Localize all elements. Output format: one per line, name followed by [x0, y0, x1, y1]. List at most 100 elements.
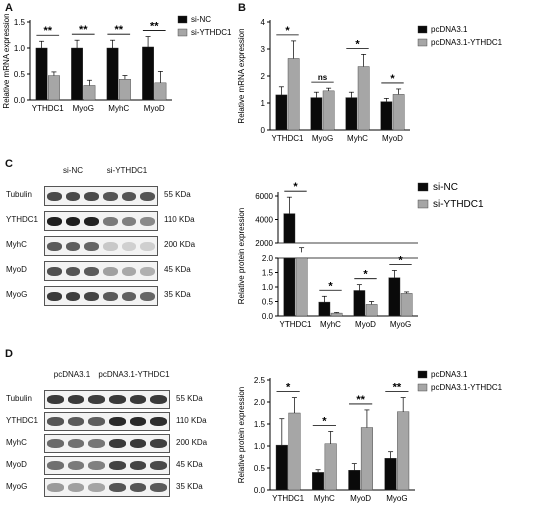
blot-band [109, 461, 126, 470]
chart-d-bar [324, 443, 337, 491]
blot-band [140, 216, 155, 226]
blot-kda-label: 55 KDa [176, 393, 203, 403]
blot-band [103, 266, 118, 276]
blot-band [47, 395, 64, 404]
blot-band [84, 191, 99, 201]
blot-band [47, 266, 62, 276]
chart-c-x-tick-label: MyoG [390, 320, 411, 329]
chart-a-y-axis-label: Relative mRNA expression [2, 13, 11, 108]
blot-band [121, 266, 137, 276]
blot-band [129, 417, 147, 426]
chart-c-sig-label: * [363, 269, 368, 281]
blot-kda-label: 55 KDa [164, 190, 191, 199]
chart-c-legend-swatch [417, 199, 429, 209]
blot-band [150, 461, 167, 470]
chart-c-bar-upper [283, 213, 296, 244]
blot-band [140, 241, 155, 251]
blot-strip [44, 456, 170, 475]
chart-a-y-tick-label: 0.0 [14, 96, 26, 105]
chart-d-sig-label: * [286, 382, 291, 394]
blot-band [84, 216, 99, 226]
blot-protein-label: MyoG [6, 481, 28, 491]
blot-protein-label: MyoD [6, 459, 27, 469]
blot-kda-label: 45 KDa [164, 265, 191, 274]
chart-d-y-tick-label: 2.5 [254, 376, 266, 385]
chart-a-sig-label: ** [114, 24, 123, 36]
chart-a-sig-label: ** [150, 21, 159, 33]
chart-d-bar [384, 458, 397, 491]
chart-c-y-tick-label: 2.0 [262, 254, 274, 263]
blot-band [47, 439, 64, 448]
chart-d-bar [288, 412, 301, 491]
blot-kda-label: 200 KDa [164, 240, 196, 249]
chart-d-y-tick-label: 2.0 [254, 398, 266, 407]
blot-band [47, 417, 64, 426]
blot-band [129, 439, 147, 448]
blot-band [84, 291, 99, 301]
chart-b-legend-label: pcDNA3.1-YTHDC1 [431, 38, 503, 47]
blot-band [65, 191, 81, 201]
chart-b-bar [392, 94, 405, 131]
chart-a-bar [71, 47, 83, 101]
blot-band [47, 461, 64, 470]
panel-letter-b: B [238, 2, 246, 14]
chart-b-sig-label: * [355, 38, 360, 50]
blot-protein-label: MyoD [6, 265, 27, 274]
chart-b-sig-label: ns [318, 73, 328, 82]
chart-a-bar [48, 75, 60, 101]
blot-band [140, 291, 155, 301]
chart-a-legend-swatch [177, 15, 188, 24]
chart-c-y-tick-label: 1.0 [262, 283, 274, 292]
chart-b-bar [275, 94, 288, 131]
blot-kda-label: 200 KDa [176, 437, 208, 447]
blot-band [150, 417, 167, 426]
blot-band [109, 417, 126, 426]
blot-strip [44, 236, 158, 256]
blot-band [109, 483, 126, 492]
blot-strip [44, 186, 158, 206]
chart-b-y-tick-label: 3 [261, 45, 266, 54]
chart-b-bar [310, 97, 323, 131]
blot-protein-label: YTHDC1 [6, 415, 39, 425]
chart-a-bar [35, 47, 48, 101]
chart-d-bar [275, 444, 288, 491]
chart-b-legend-swatch [417, 25, 428, 34]
blot-band [140, 266, 155, 276]
chart-c-y-tick-label: 6000 [255, 192, 273, 201]
blot-band [121, 291, 137, 301]
chart-b-legend-swatch [417, 38, 428, 47]
chart-d-legend-swatch [417, 370, 428, 379]
chart-d-legend-label: pcDNA3.1-YTHDC1 [431, 383, 503, 392]
blot-protein-label: MyhC [6, 437, 27, 447]
blot-strip [44, 261, 158, 281]
chart-c-y-tick-label: 0.0 [262, 312, 274, 321]
chart-d-y-tick-label: 1.5 [254, 420, 266, 429]
blot-band [121, 241, 137, 251]
chart-d-bar [397, 411, 410, 491]
chart-b-x-tick-label: MyoD [382, 134, 403, 143]
blot-band [67, 439, 85, 448]
chart-d-y-axis-label: Relative protein expression [237, 387, 246, 484]
chart-b-bar [287, 58, 300, 131]
chart-c-legend-swatch [417, 182, 429, 192]
chart-c-bar [400, 293, 413, 317]
panel-letter-d: D [5, 348, 13, 360]
blot-kda-label: 110 KDa [164, 215, 195, 224]
blot-band [150, 439, 167, 448]
blot-kda-label: 35 KDa [176, 481, 203, 491]
chart-c-x-tick-label: YTHDC1 [279, 320, 312, 329]
blot-band [88, 439, 105, 448]
blot-d-group-1: pcDNA3.1 [53, 370, 91, 379]
blot-band [84, 241, 99, 251]
chart-d-y-tick-label: 0.0 [254, 486, 266, 495]
blot-band [47, 216, 62, 226]
chart-a-bar [106, 47, 119, 101]
chart-a-sig-label: ** [79, 24, 88, 36]
chart-d-x-tick-label: MyhC [314, 494, 335, 503]
blot-band [150, 483, 167, 492]
blot-strip [44, 478, 170, 497]
chart-b-y-tick-label: 4 [261, 18, 266, 27]
chart-c-bar-lower [295, 257, 308, 317]
blot-protein-label: MyoG [6, 290, 28, 299]
